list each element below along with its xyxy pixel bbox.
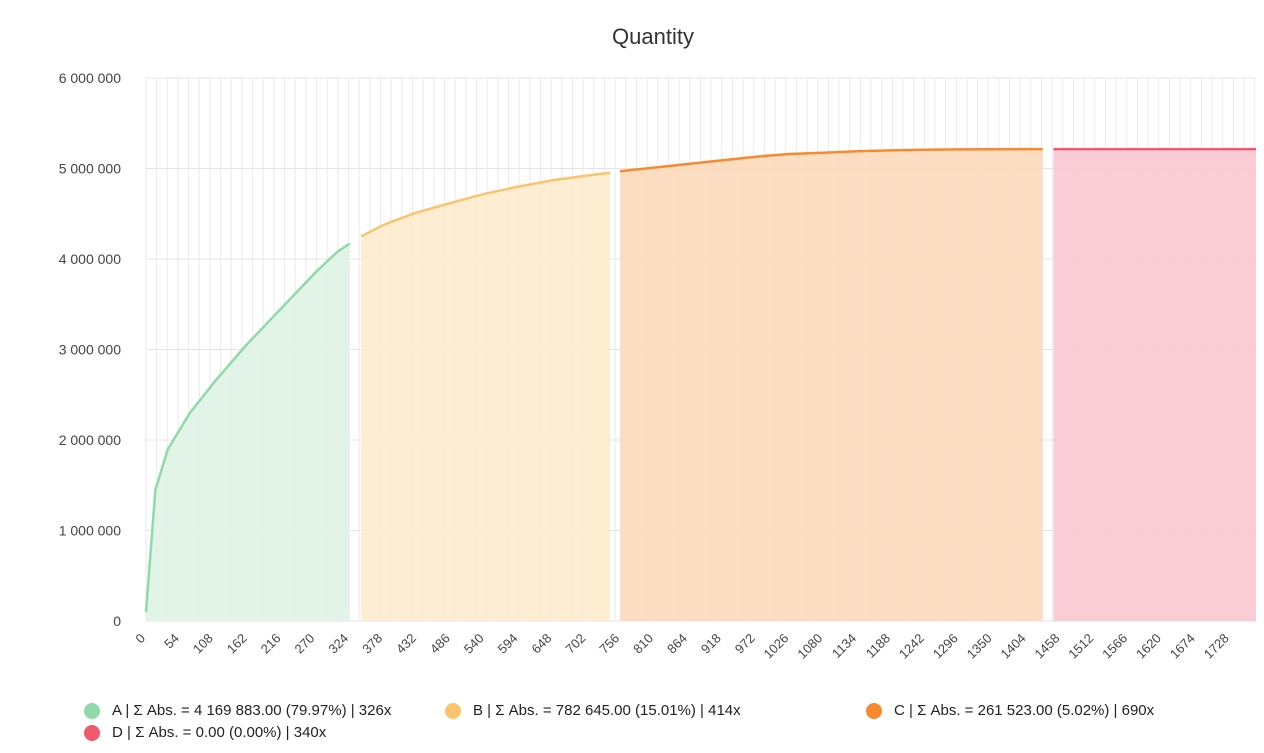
x-tick-label: 1458 [1031,630,1062,661]
x-tick-label: 1134 [829,631,859,661]
x-tick-label: 972 [732,631,758,657]
x-tick-label: 324 [325,631,351,657]
x-tick-label: 1296 [930,630,961,661]
x-tick-label: 702 [562,630,588,656]
y-tick-label: 2 000 000 [59,432,121,448]
y-tick-label: 5 000 000 [59,161,121,177]
series-line-1 [360,171,611,238]
series-lines [144,147,1256,613]
y-tick-label: 6 000 000 [59,70,121,86]
x-tick-label: 0 [132,631,148,647]
x-tick-label: 1350 [964,631,995,662]
legend-label-d: D | Σ Abs. = 0.00 (0.00%) | 340x [112,724,327,741]
y-axis-labels: 0 1 000 000 2 000 000 3 000 000 4 000 000 5 0… [59,70,122,629]
x-tick-label: 1728 [1201,631,1232,662]
legend-dot-d-icon [84,724,100,741]
x-tick-label: 108 [190,630,216,656]
series-area-2 [620,149,1043,621]
x-tick-label: 1620 [1133,630,1164,661]
legend-label-b: B | Σ Abs. = 782 645.00 (15.01%) | 414x [473,702,741,719]
x-tick-label: 918 [698,631,724,657]
x-tick-label: 1080 [794,631,825,662]
quantity-chart: Quantity 0 1 000 000 2 000 000 3 000 000 4 0… [59,24,1256,662]
x-tick-label: 378 [359,631,385,657]
legend-item-c[interactable]: C | Σ Abs. = 261 523.00 (5.02%) | 690x [866,702,1154,719]
x-tick-label: 594 [495,631,521,657]
x-tick-label: 1512 [1065,631,1096,662]
series-area-0 [146,243,350,621]
x-tick-label: 432 [393,631,419,657]
series-area-1 [361,172,611,622]
y-tick-label: 3 000 000 [59,342,121,358]
y-tick-label: 4 000 000 [59,251,121,267]
series-line-0 [144,242,351,613]
x-tick-label: 1674 [1167,631,1198,662]
x-tick-label: 216 [258,631,284,657]
legend-label-c: C | Σ Abs. = 261 523.00 (5.02%) | 690x [894,702,1155,719]
x-tick-label: 810 [630,631,656,657]
legend-dot-b-icon [445,702,461,719]
series-line-2 [619,147,1043,173]
x-tick-label: 1242 [896,631,927,662]
x-tick-label: 540 [461,630,487,656]
x-tick-label: 1566 [1099,631,1130,662]
x-axis-labels: 0 54 108 162 216 270 324 378 432 486 540 594 648 702 7… [132,630,1231,661]
x-tick-label: 864 [664,630,690,656]
x-tick-label: 1188 [863,631,893,661]
x-tick-label: 270 [291,630,317,656]
x-tick-label: 648 [529,631,555,657]
chart-title: Quantity [612,24,694,49]
legend-item-b[interactable]: B | Σ Abs. = 782 645.00 (15.01%) | 414x [445,702,741,719]
x-tick-label: 54 [161,631,182,652]
x-tick-label: 756 [596,631,622,657]
legend-label-a: A | Σ Abs. = 4 169 883.00 (79.97%) | 326… [112,702,392,719]
x-tick-label: 1404 [998,631,1029,662]
x-tick-label: 162 [224,631,250,657]
y-tick-label: 1 000 000 [59,523,121,539]
series-area-3 [1053,149,1256,621]
y-tick-label: 0 [113,613,121,629]
legend-item-d[interactable]: D | Σ Abs. = 0.00 (0.00%) | 340x [84,724,326,741]
legend-item-a[interactable]: A | Σ Abs. = 4 169 883.00 (79.97%) | 326… [84,702,391,719]
legend-dot-c-icon [866,702,882,719]
legend-dot-a-icon [84,702,100,719]
x-tick-label: 1026 [760,630,791,661]
series-areas [146,149,1256,622]
x-tick-label: 486 [427,631,453,657]
